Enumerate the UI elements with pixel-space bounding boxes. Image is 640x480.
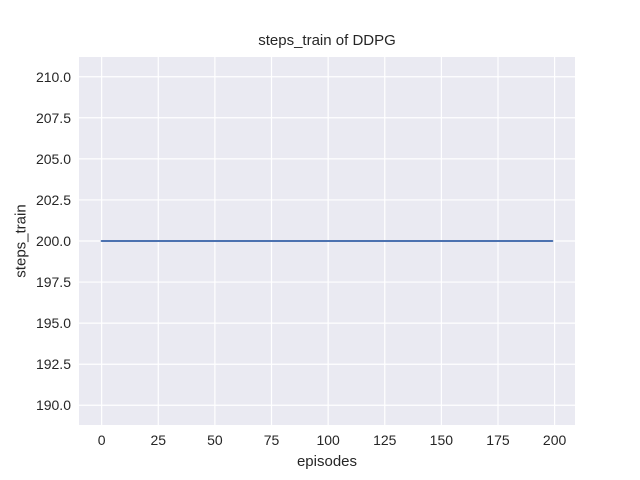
y-tick-label: 202.5 <box>35 191 71 208</box>
chart-title: steps_train of DDPG <box>258 32 396 49</box>
x-axis-label: episodes <box>296 453 358 470</box>
y-tick-label: 192.5 <box>35 356 71 373</box>
plot-area <box>79 57 575 425</box>
x-tick-label: 125 <box>373 432 397 448</box>
y-tick-label: 205.0 <box>35 150 71 167</box>
x-tick-label: 175 <box>486 432 510 448</box>
y-tick-label: 207.5 <box>35 109 71 126</box>
x-tick-label: 75 <box>263 432 280 448</box>
x-tick-label: 25 <box>150 432 167 448</box>
x-tick-label: 200 <box>542 432 567 448</box>
y-tick-label: 195.0 <box>35 315 71 332</box>
x-tick-label: 0 <box>97 432 106 448</box>
y-tick-label: 197.5 <box>35 274 71 291</box>
y-tick-label: 200.0 <box>35 233 71 249</box>
plot-canvas <box>79 57 575 425</box>
x-tick-label: 150 <box>429 432 454 448</box>
x-tick-label: 50 <box>207 432 223 448</box>
y-tick-label: 190.0 <box>35 397 71 414</box>
y-tick-label: 210.0 <box>35 68 71 85</box>
x-tick-label: 100 <box>316 432 340 448</box>
